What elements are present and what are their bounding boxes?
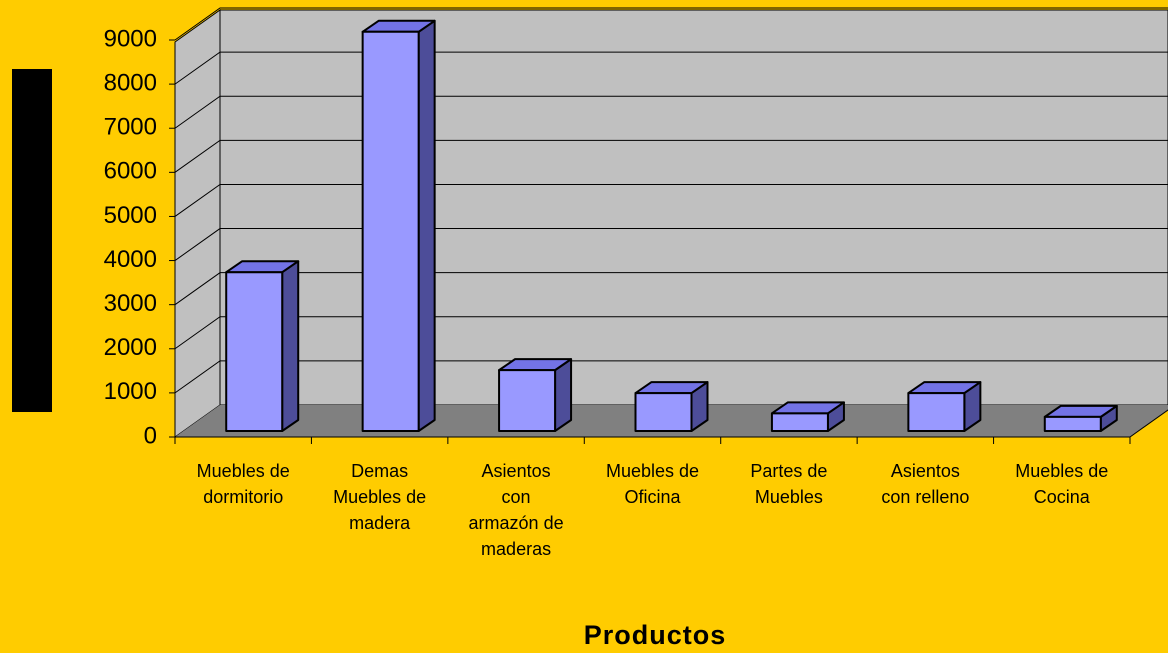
x-tick-label: Muebles de <box>333 487 426 507</box>
grid-line <box>174 360 1168 394</box>
x-tick-label: maderas <box>481 539 551 559</box>
grid-line <box>174 183 1168 217</box>
grid-line <box>174 7 1168 41</box>
x-tick-label: dormitorio <box>203 487 283 507</box>
grid-line <box>174 51 1168 85</box>
x-tick-label: Partes de <box>750 461 827 481</box>
bar-face <box>907 392 966 432</box>
grid-line <box>174 139 1168 173</box>
y-tick-label: 6000 <box>104 158 157 185</box>
grid-line <box>174 95 1168 129</box>
bar-face <box>225 271 284 432</box>
y-tick-label: 0 <box>144 422 157 449</box>
y-tick-label: 8000 <box>104 69 157 96</box>
x-tick-label: Muebles de <box>197 461 290 481</box>
bar-face <box>634 392 693 432</box>
y-tick-label: 5000 <box>104 202 157 229</box>
bar-face <box>281 260 300 432</box>
bar <box>1043 404 1118 432</box>
x-tick-label: Demas <box>351 461 408 481</box>
bar-face <box>417 19 436 432</box>
bar <box>498 358 573 432</box>
y-tick-label: 1000 <box>104 378 157 405</box>
x-tick-label: Asientos <box>482 461 551 481</box>
y-tick-label: 4000 <box>104 246 157 273</box>
x-axis-label: Productos <box>584 620 727 650</box>
grid-line <box>174 316 1168 350</box>
y-tick-label: 9000 <box>104 25 157 52</box>
bar <box>361 19 436 432</box>
x-tick-label: Muebles de <box>1015 461 1108 481</box>
y-tick-label: 3000 <box>104 290 157 317</box>
x-tick-label: Cocina <box>1034 487 1091 507</box>
bar-face <box>554 358 573 432</box>
bar <box>907 381 982 432</box>
x-tick-label: con <box>502 487 531 507</box>
x-tick-label: Muebles <box>755 487 823 507</box>
bar <box>634 381 709 432</box>
side-wall <box>174 9 221 438</box>
grid-line <box>174 228 1168 261</box>
grid-line <box>174 272 1168 306</box>
x-tick-label: Muebles de <box>606 461 699 481</box>
x-tick-label: con relleno <box>881 487 969 507</box>
bar-face <box>770 412 829 432</box>
y-axis-label-box <box>12 69 52 412</box>
x-tick-label: madera <box>349 513 411 533</box>
x-tick-label: armazón de <box>469 513 564 533</box>
bar <box>225 260 300 432</box>
y-tick-label: 7000 <box>104 114 157 141</box>
y-tick-label: 2000 <box>104 334 157 361</box>
x-tick-label: Oficina <box>624 487 681 507</box>
bar-face <box>361 30 420 432</box>
bar-face <box>1043 415 1102 432</box>
bar <box>770 401 845 432</box>
x-tick-label: Asientos <box>891 461 960 481</box>
bar-face <box>498 369 557 432</box>
